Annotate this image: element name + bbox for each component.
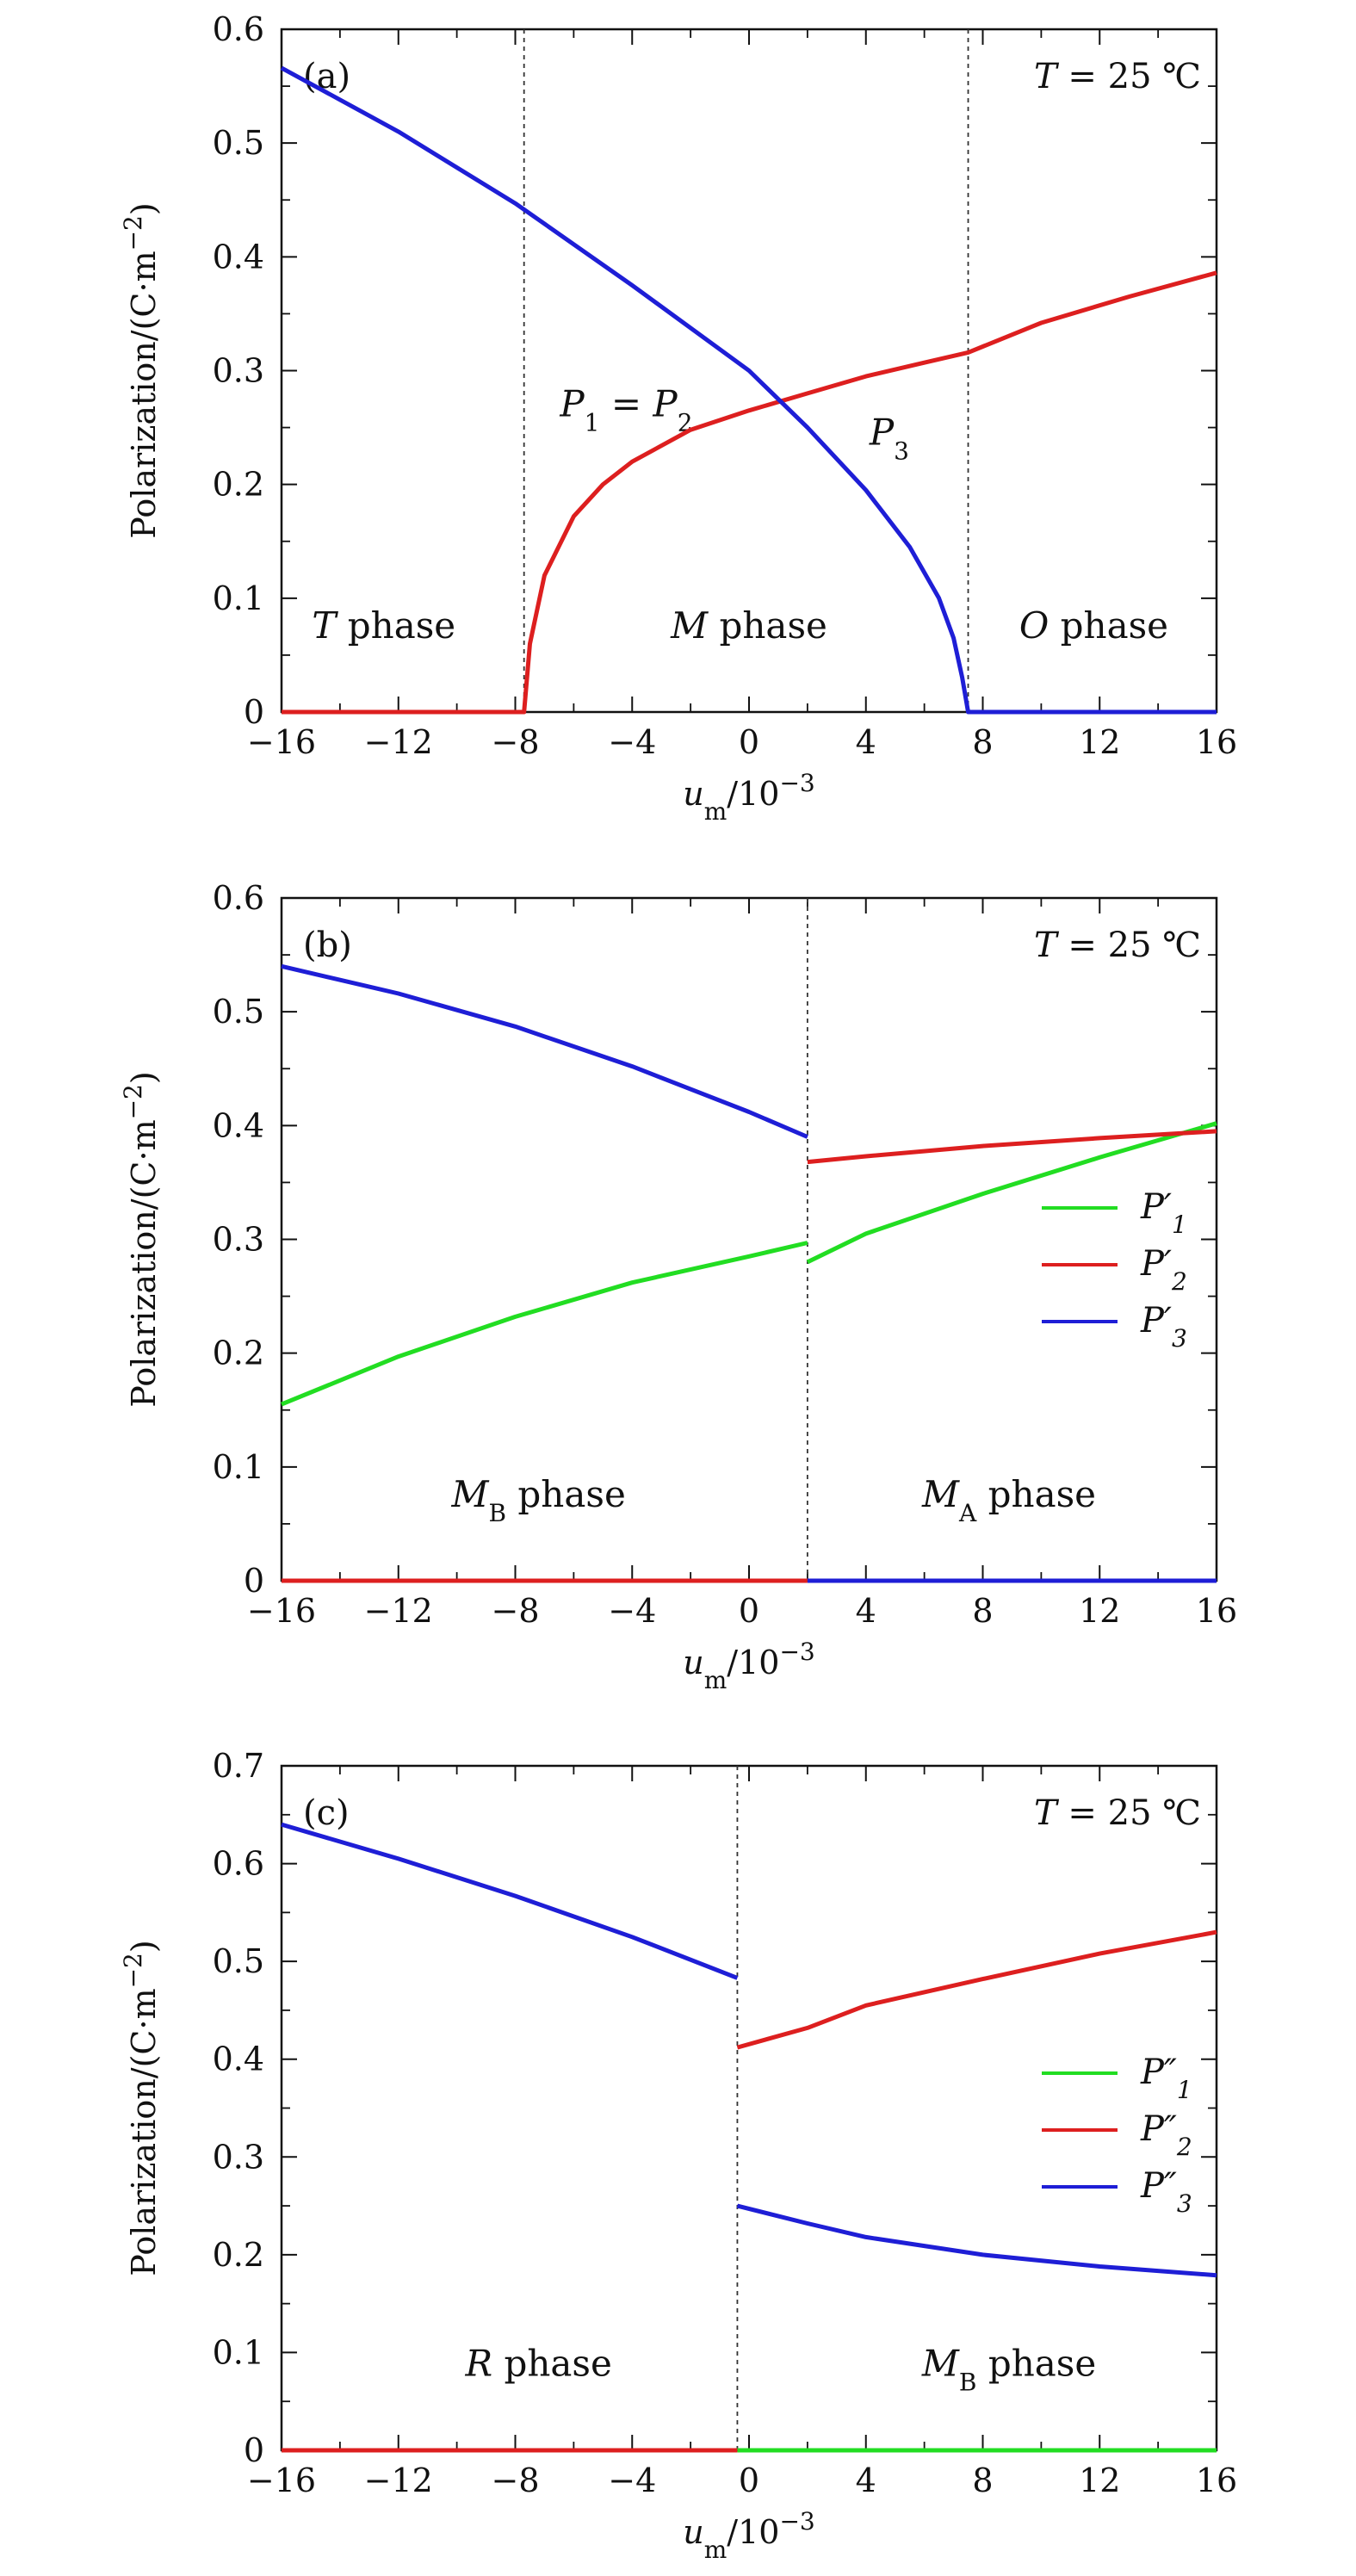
phase-label: MA phase <box>921 1473 1096 1527</box>
series-line-2-segment-2 <box>736 1929 1217 2050</box>
temperature-label: T = 25 ℃ <box>1034 926 1201 965</box>
y-tick-label: 0.1 <box>213 1448 264 1486</box>
y-tick-label: 0.3 <box>213 1221 264 1259</box>
chart-panel-2: −16 −12 −8 −4 0 4 8 12 16 0 0.1 0.2 0.3 0.4 0.5 0.6 um/1… <box>119 879 1238 1694</box>
x-tick-label: 12 <box>1079 723 1120 761</box>
y-tick-label: 0.4 <box>213 1106 264 1144</box>
x-tick-label: −12 <box>364 2461 433 2499</box>
y-tick-label: 0.2 <box>213 466 264 504</box>
y-tick-label: 0 <box>244 1562 264 1600</box>
y-tick-label: 0.6 <box>213 879 264 917</box>
x-tick-label: 0 <box>739 723 759 761</box>
phase-label: O phase <box>1019 604 1168 647</box>
x-axis-label: um/10−3 <box>683 2507 814 2564</box>
temperature-label: T = 25 ℃ <box>1034 57 1201 96</box>
x-tick-label: −8 <box>491 723 539 761</box>
chart-panel-3: −16 −12 −8 −4 0 4 8 12 16 0 0.1 0.2 0.3 0.4 0.5 0.6 0.7 u… <box>119 1747 1238 2564</box>
panel-tag: (c) <box>303 1793 350 1833</box>
x-tick-label: 12 <box>1079 2461 1120 2499</box>
y-tick-label: 0.5 <box>213 124 264 162</box>
x-tick-label: 12 <box>1079 1592 1120 1630</box>
y-axis-label: Polarization/(C·m−2) <box>119 1071 164 1407</box>
y-tick-label: 0.1 <box>213 2333 264 2371</box>
x-tick-label: 8 <box>972 723 993 761</box>
x-tick-label: −4 <box>608 1592 656 1630</box>
legend-label: P′2 <box>1140 1244 1187 1296</box>
legend-label: P″3 <box>1140 2166 1192 2218</box>
y-tick-label: 0.6 <box>213 10 264 48</box>
y-tick-label: 0.7 <box>213 1747 264 1785</box>
x-axis-label: um/10−3 <box>683 769 814 826</box>
x-tick-label: 16 <box>1196 2461 1237 2499</box>
y-tick-label: 0 <box>244 2431 264 2469</box>
x-tick-label: −4 <box>608 723 656 761</box>
legend-label: P″1 <box>1140 2053 1192 2104</box>
x-tick-label: −16 <box>247 723 316 761</box>
x-tick-label: −8 <box>491 2461 539 2499</box>
y-tick-label: 0.4 <box>213 2040 264 2078</box>
x-axis-label: um/10−3 <box>683 1638 814 1694</box>
y-tick-label: 0.2 <box>213 2236 264 2274</box>
legend-label: P″2 <box>1140 2109 1192 2161</box>
y-tick-label: 0.5 <box>213 993 264 1031</box>
x-tick-label: −8 <box>491 1592 539 1630</box>
phase-label: R phase <box>464 2343 611 2385</box>
x-tick-label: −4 <box>608 2461 656 2499</box>
y-tick-label: 0.3 <box>213 352 264 390</box>
phase-label: MB phase <box>450 1473 625 1527</box>
series-line-3-segment-2 <box>736 2203 1217 2278</box>
x-tick-label: 4 <box>856 723 876 761</box>
x-tick-label: −16 <box>247 1592 316 1630</box>
curve-annotation: P3 <box>869 411 909 465</box>
series-line-1-segment-1 <box>282 270 1217 715</box>
x-tick-label: −16 <box>247 2461 316 2499</box>
y-axis-label: Polarization/(C·m−2) <box>119 202 164 538</box>
x-tick-label: −12 <box>364 1592 433 1630</box>
series-line-1-segment-1 <box>281 1241 808 1407</box>
x-tick-label: 16 <box>1196 1592 1237 1630</box>
x-tick-label: 4 <box>856 1592 876 1630</box>
temperature-label: T = 25 ℃ <box>1034 1793 1201 1833</box>
curve-annotation: P1 = P2 <box>559 382 692 437</box>
x-tick-label: −12 <box>364 723 433 761</box>
y-tick-label: 0 <box>244 693 264 731</box>
phase-label: MB phase <box>921 2343 1096 2397</box>
x-tick-label: 8 <box>972 2461 993 2499</box>
y-axis-label: Polarization/(C·m−2) <box>119 1940 164 2276</box>
chart-panel-1: −16 −12 −8 −4 0 4 8 12 16 0 0.1 0.2 0.3 0.4 0.5 0.6 um/1… <box>119 10 1238 826</box>
x-tick-label: 16 <box>1196 723 1237 761</box>
phase-label: T phase <box>312 604 455 647</box>
y-tick-label: 0.6 <box>213 1845 264 1883</box>
y-tick-label: 0.3 <box>213 2138 264 2176</box>
x-tick-label: 0 <box>739 1592 759 1630</box>
panel-tag: (b) <box>303 926 352 965</box>
phase-label: M phase <box>670 604 827 647</box>
y-tick-label: 0.5 <box>213 1942 264 1980</box>
series-line-3-segment-1 <box>281 1822 739 1980</box>
series-line-3-segment-1 <box>281 963 808 1139</box>
legend-label: P′1 <box>1140 1187 1187 1239</box>
x-tick-label: 8 <box>972 1592 993 1630</box>
series-line-1-segment-2 <box>806 1121 1217 1265</box>
x-tick-label: 4 <box>856 2461 876 2499</box>
y-tick-label: 0.2 <box>213 1334 264 1372</box>
panel-tag: (a) <box>303 57 350 96</box>
legend-label: P′3 <box>1140 1301 1187 1353</box>
y-tick-label: 0.4 <box>213 238 264 276</box>
series-line-2-segment-1 <box>280 65 1217 715</box>
x-tick-label: 0 <box>739 2461 759 2499</box>
series-line-2-segment-2 <box>807 1129 1217 1165</box>
y-tick-label: 0.1 <box>213 579 264 617</box>
